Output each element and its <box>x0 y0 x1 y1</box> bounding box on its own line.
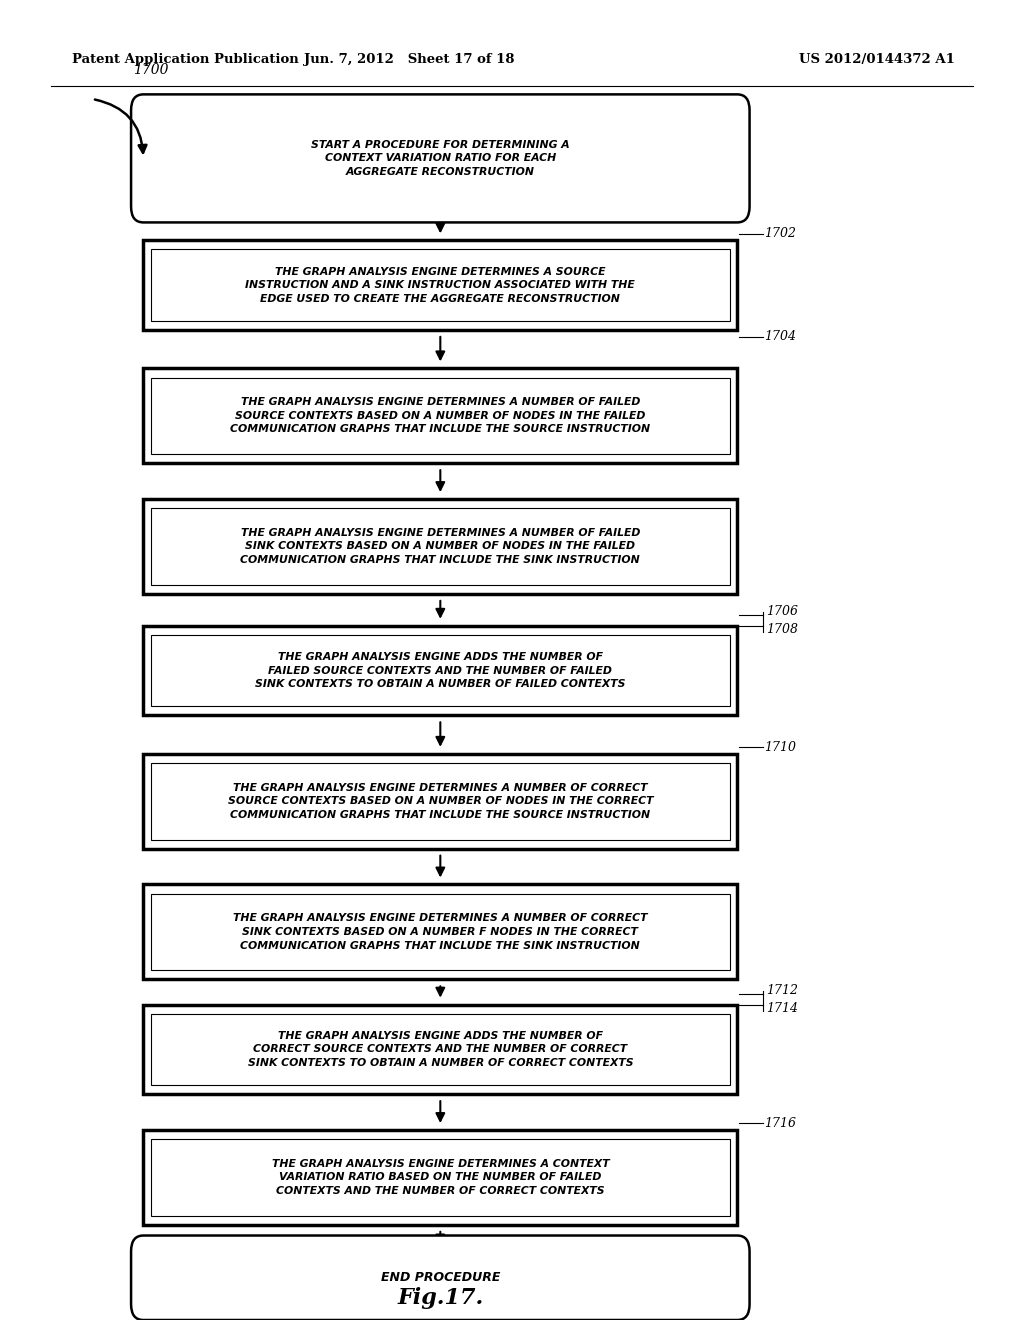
FancyBboxPatch shape <box>151 1139 730 1216</box>
FancyBboxPatch shape <box>143 240 737 330</box>
Text: THE GRAPH ANALYSIS ENGINE ADDS THE NUMBER OF
CORRECT SOURCE CONTEXTS AND THE NUM: THE GRAPH ANALYSIS ENGINE ADDS THE NUMBE… <box>248 1031 633 1068</box>
Text: US 2012/0144372 A1: US 2012/0144372 A1 <box>799 53 954 66</box>
FancyBboxPatch shape <box>143 884 737 979</box>
Text: 1700: 1700 <box>133 63 169 77</box>
FancyBboxPatch shape <box>131 1236 750 1320</box>
FancyBboxPatch shape <box>151 1014 730 1085</box>
FancyBboxPatch shape <box>131 95 750 223</box>
Text: 1714: 1714 <box>766 1002 798 1015</box>
FancyBboxPatch shape <box>143 626 737 715</box>
FancyBboxPatch shape <box>151 635 730 706</box>
Text: THE GRAPH ANALYSIS ENGINE DETERMINES A NUMBER OF FAILED
SOURCE CONTEXTS BASED ON: THE GRAPH ANALYSIS ENGINE DETERMINES A N… <box>230 397 650 434</box>
Text: 1710: 1710 <box>764 741 796 754</box>
Text: Patent Application Publication: Patent Application Publication <box>72 53 298 66</box>
Text: 1706: 1706 <box>766 605 798 618</box>
Text: Fig.17.: Fig.17. <box>397 1287 483 1309</box>
Text: THE GRAPH ANALYSIS ENGINE DETERMINES A NUMBER OF CORRECT
SINK CONTEXTS BASED ON : THE GRAPH ANALYSIS ENGINE DETERMINES A N… <box>233 913 647 950</box>
FancyBboxPatch shape <box>143 1005 737 1094</box>
Text: THE GRAPH ANALYSIS ENGINE DETERMINES A NUMBER OF CORRECT
SOURCE CONTEXTS BASED O: THE GRAPH ANALYSIS ENGINE DETERMINES A N… <box>227 783 653 820</box>
Text: THE GRAPH ANALYSIS ENGINE DETERMINES A SOURCE
INSTRUCTION AND A SINK INSTRUCTION: THE GRAPH ANALYSIS ENGINE DETERMINES A S… <box>246 267 635 304</box>
FancyBboxPatch shape <box>151 378 730 454</box>
Text: THE GRAPH ANALYSIS ENGINE DETERMINES A NUMBER OF FAILED
SINK CONTEXTS BASED ON A: THE GRAPH ANALYSIS ENGINE DETERMINES A N… <box>241 528 640 565</box>
FancyBboxPatch shape <box>143 1130 737 1225</box>
Text: THE GRAPH ANALYSIS ENGINE DETERMINES A CONTEXT
VARIATION RATIO BASED ON THE NUMB: THE GRAPH ANALYSIS ENGINE DETERMINES A C… <box>271 1159 609 1196</box>
Text: THE GRAPH ANALYSIS ENGINE ADDS THE NUMBER OF
FAILED SOURCE CONTEXTS AND THE NUMB: THE GRAPH ANALYSIS ENGINE ADDS THE NUMBE… <box>255 652 626 689</box>
Text: 1708: 1708 <box>766 623 798 636</box>
Text: END PROCEDURE: END PROCEDURE <box>381 1271 500 1284</box>
FancyBboxPatch shape <box>151 508 730 585</box>
Text: 1712: 1712 <box>766 983 798 997</box>
FancyBboxPatch shape <box>143 499 737 594</box>
FancyBboxPatch shape <box>143 754 737 849</box>
FancyBboxPatch shape <box>151 894 730 970</box>
FancyBboxPatch shape <box>151 763 730 840</box>
Text: 1702: 1702 <box>764 227 796 240</box>
Text: START A PROCEDURE FOR DETERMINING A
CONTEXT VARIATION RATIO FOR EACH
AGGREGATE R: START A PROCEDURE FOR DETERMINING A CONT… <box>311 140 569 177</box>
Text: 1716: 1716 <box>764 1117 796 1130</box>
FancyBboxPatch shape <box>143 368 737 463</box>
FancyBboxPatch shape <box>151 249 730 321</box>
Text: Jun. 7, 2012   Sheet 17 of 18: Jun. 7, 2012 Sheet 17 of 18 <box>304 53 515 66</box>
Text: 1704: 1704 <box>764 330 796 343</box>
